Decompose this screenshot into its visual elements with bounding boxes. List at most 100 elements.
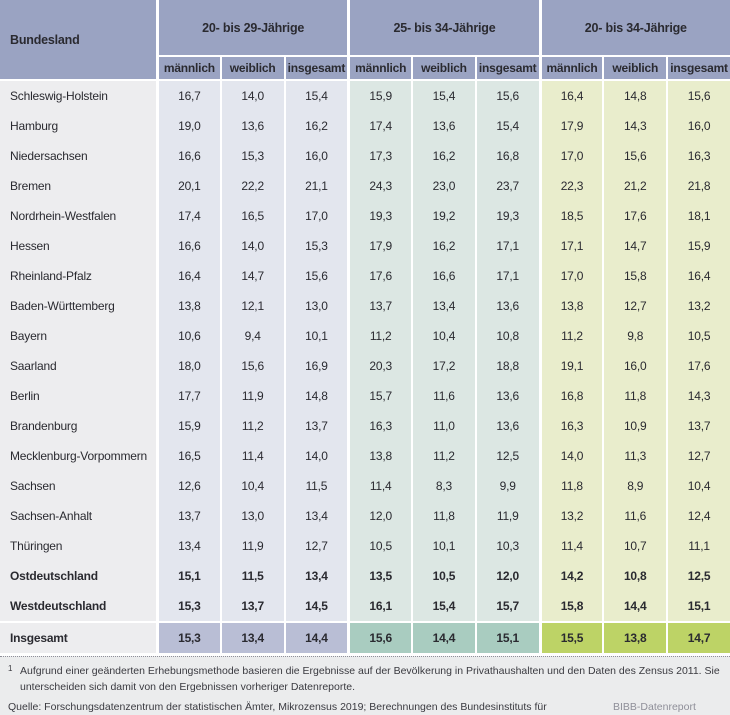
value-cell: 17,3 [347, 141, 412, 171]
value-cell: 16,4 [666, 261, 730, 291]
value-cell: 10,9 [602, 411, 667, 441]
value-cell: 14,7 [219, 261, 284, 291]
bundesland-cell: Bremen [0, 171, 156, 201]
bundesland-cell: Ostdeutschland [0, 561, 156, 591]
bundesland-cell: Baden-Württemberg [0, 291, 156, 321]
value-cell: 18,1 [666, 201, 730, 231]
value-cell: 14,7 [602, 231, 667, 261]
value-cell: 13,4 [283, 501, 348, 531]
value-cell: 14,8 [283, 381, 348, 411]
bundesland-cell: Brandenburg [0, 411, 156, 441]
value-cell: 15,7 [474, 591, 539, 621]
value-cell: 16,3 [347, 411, 412, 441]
value-cell: 12,0 [474, 561, 539, 591]
table-row: Nordrhein-Westfalen 17,4 16,5 17,0 19,3 … [0, 201, 730, 231]
value-cell: 14,4 [411, 621, 475, 653]
value-cell: 16,5 [156, 441, 220, 471]
value-cell: 16,6 [156, 141, 220, 171]
value-cell: 13,8 [538, 291, 603, 321]
value-cell: 13,6 [411, 111, 475, 141]
value-cell: 16,7 [156, 81, 220, 111]
source-text: Quelle: Forschungsdatenzentrum der stati… [8, 700, 547, 713]
federal-states-table: Bundesland 20- bis 29-Jährige 25- bis 34… [0, 0, 730, 653]
value-cell: 16,6 [411, 261, 475, 291]
value-cell: 14,3 [666, 381, 730, 411]
value-cell: 10,4 [666, 471, 730, 501]
value-cell: 17,6 [666, 351, 730, 381]
value-cell: 11,4 [219, 441, 284, 471]
value-cell: 13,6 [474, 411, 539, 441]
subcolumn-header-insgesamt: insgesamt [474, 57, 539, 81]
value-cell: 14,3 [602, 111, 667, 141]
value-cell: 12,5 [474, 441, 539, 471]
subcolumn-header-insgesamt: insgesamt [283, 57, 348, 81]
table-row: Hamburg 19,0 13,6 16,2 17,4 13,6 15,4 17… [0, 111, 730, 141]
table-row: Brandenburg 15,9 11,2 13,7 16,3 11,0 13,… [0, 411, 730, 441]
value-cell: 13,0 [219, 501, 284, 531]
value-cell: 10,1 [411, 531, 475, 561]
value-cell: 22,2 [219, 171, 284, 201]
value-cell: 15,9 [666, 231, 730, 261]
table-row: Saarland 18,0 15,6 16,9 20,3 17,2 18,8 1… [0, 351, 730, 381]
value-cell: 15,6 [666, 81, 730, 111]
value-cell: 16,4 [538, 81, 603, 111]
table-row: Hessen 16,6 14,0 15,3 17,9 16,2 17,1 17,… [0, 231, 730, 261]
value-cell: 10,7 [602, 531, 667, 561]
value-cell: 15,6 [283, 261, 348, 291]
value-cell: 21,1 [283, 171, 348, 201]
value-cell: 11,2 [219, 411, 284, 441]
table-row: Sachsen-Anhalt 13,7 13,0 13,4 12,0 11,8 … [0, 501, 730, 531]
table-row: Schleswig-Holstein 16,7 14,0 15,4 15,9 1… [0, 81, 730, 111]
value-cell: 11,2 [411, 441, 475, 471]
subcolumn-header-insgesamt: insgesamt [666, 57, 730, 81]
value-cell: 12,5 [666, 561, 730, 591]
value-cell: 21,2 [602, 171, 667, 201]
value-cell: 19,1 [538, 351, 603, 381]
column-group-header-20-34: 20- bis 34-Jährige [538, 0, 730, 57]
value-cell: 10,5 [666, 321, 730, 351]
subcolumn-header-row: männlich weiblich insgesamt männlich wei… [0, 57, 730, 81]
bundesland-cell: Mecklenburg-Vorpommern [0, 441, 156, 471]
value-cell: 9,4 [219, 321, 284, 351]
value-cell: 14,4 [602, 591, 667, 621]
value-cell: 13,0 [283, 291, 348, 321]
value-cell: 11,8 [602, 381, 667, 411]
value-cell: 13,2 [666, 291, 730, 321]
subcolumn-header-weiblich: weiblich [219, 57, 284, 81]
value-cell: 17,0 [283, 201, 348, 231]
value-cell: 13,7 [666, 411, 730, 441]
value-cell: 17,6 [347, 261, 412, 291]
value-cell: 22,3 [538, 171, 603, 201]
value-cell: 11,2 [538, 321, 603, 351]
bundesland-cell: Saarland [0, 351, 156, 381]
table-row: Insgesamt 15,3 13,4 14,4 15,6 14,4 15,1 … [0, 621, 730, 653]
value-cell: 11,8 [538, 471, 603, 501]
value-cell: 17,1 [538, 231, 603, 261]
value-cell: 13,7 [347, 291, 412, 321]
value-cell: 11,5 [219, 561, 284, 591]
value-cell: 12,0 [347, 501, 412, 531]
table-row: Rheinland-Pfalz 16,4 14,7 15,6 17,6 16,6… [0, 261, 730, 291]
source-line: Quelle: Forschungsdatenzentrum der stati… [8, 699, 722, 715]
value-cell: 16,0 [283, 141, 348, 171]
bundesland-cell: Hamburg [0, 111, 156, 141]
value-cell: 15,6 [219, 351, 284, 381]
value-cell: 9,9 [474, 471, 539, 501]
value-cell: 16,1 [347, 591, 412, 621]
value-cell: 13,6 [219, 111, 284, 141]
value-cell: 13,4 [283, 561, 348, 591]
value-cell: 8,3 [411, 471, 475, 501]
value-cell: 10,8 [474, 321, 539, 351]
table-row: Niedersachsen 16,6 15,3 16,0 17,3 16,2 1… [0, 141, 730, 171]
value-cell: 11,4 [538, 531, 603, 561]
table-footer: 1 Aufgrund einer geänderten Erhebungsmet… [0, 656, 730, 715]
value-cell: 16,8 [474, 141, 539, 171]
value-cell: 11,0 [411, 411, 475, 441]
value-cell: 14,5 [283, 591, 348, 621]
value-cell: 8,9 [602, 471, 667, 501]
value-cell: 15,3 [219, 141, 284, 171]
value-cell: 15,4 [411, 591, 475, 621]
value-cell: 13,5 [347, 561, 412, 591]
subcolumn-header-weiblich: weiblich [602, 57, 667, 81]
